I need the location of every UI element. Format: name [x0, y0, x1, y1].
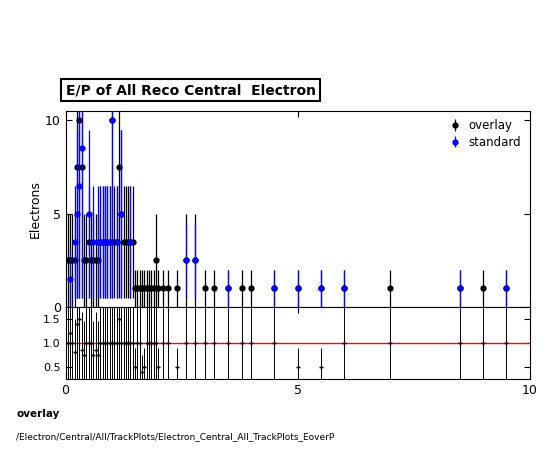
Text: /Electron/Central/All/TrackPlots/Electron_Central_All_TrackPlots_EoverP: /Electron/Central/All/TrackPlots/Electro… — [16, 432, 335, 441]
Text: overlay: overlay — [16, 409, 60, 419]
Text: E/P of All Reco Central  Electron: E/P of All Reco Central Electron — [66, 83, 316, 97]
Y-axis label: Electrons: Electrons — [29, 180, 42, 238]
Legend: overlay, standard: overlay, standard — [444, 117, 524, 151]
